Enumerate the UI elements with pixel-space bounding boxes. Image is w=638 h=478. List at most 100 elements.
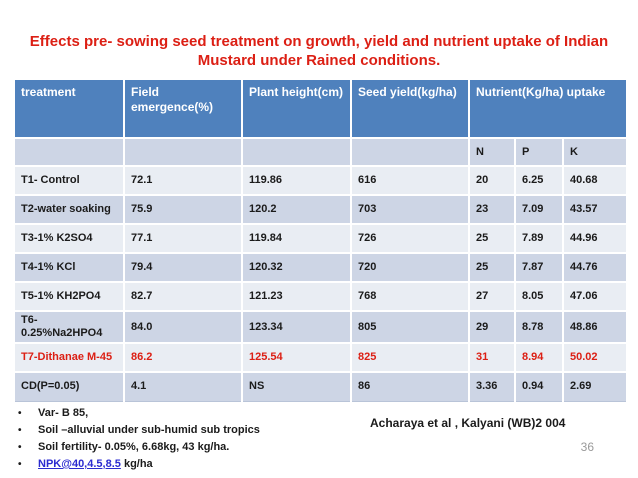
col-header-treatment: treatment <box>13 78 125 139</box>
plant-height-cell: 119.86 <box>241 165 352 196</box>
table-subheader-row: N P K <box>13 137 629 167</box>
plant-height-cell: 120.2 <box>241 194 352 225</box>
p-cell: 7.09 <box>514 194 564 225</box>
treatment-cell: T6- 0.25%Na2HPO4 <box>13 310 125 344</box>
n-cell: 25 <box>468 252 516 283</box>
footnote-text: Soil fertility- 0.05%, 6.68kg, 43 kg/ha. <box>38 441 230 453</box>
field-emergence-cell: 86.2 <box>123 342 243 373</box>
slide-title-line2: Mustard under Rained conditions. <box>197 52 441 69</box>
k-cell: 44.76 <box>561 252 629 283</box>
treatment-cell: CD(P=0.05) <box>13 371 125 402</box>
treatment-cell: T2-water soaking <box>13 194 125 225</box>
p-cell: 6.25 <box>514 165 564 196</box>
seed-yield-cell: 616 <box>350 165 470 196</box>
table-row: T4-1% KCl 79.4 120.32 720 25 7.87 44.76 <box>13 252 629 283</box>
plant-height-cell: 125.54 <box>241 342 352 373</box>
seed-yield-cell: 86 <box>350 371 470 402</box>
field-emergence-cell: 82.7 <box>123 281 243 312</box>
bullet-icon: • <box>18 408 22 419</box>
seed-yield-cell: 726 <box>350 223 470 254</box>
field-emergence-cell: 75.9 <box>123 194 243 225</box>
k-cell: 44.96 <box>561 223 629 254</box>
footnote-link-suffix: kg/ha <box>120 458 153 470</box>
treatment-table: treatment Field emergence(%) Plant heigh… <box>13 78 629 402</box>
n-cell: 3.36 <box>468 371 516 402</box>
col-header-seed-yield: Seed yield(kg/ha) <box>350 78 470 139</box>
treatment-cell: T3-1% K2SO4 <box>13 223 125 254</box>
seed-yield-cell: 720 <box>350 252 470 283</box>
treatment-cell: T4-1% KCl <box>13 252 125 283</box>
subheader-empty-cell <box>350 137 470 167</box>
plant-height-cell: 121.23 <box>241 281 352 312</box>
col-header-field-emergence: Field emergence(%) <box>123 78 243 139</box>
subheader-k: K <box>561 137 629 167</box>
plant-height-cell: 119.84 <box>241 223 352 254</box>
bullet-icon: • <box>18 442 22 453</box>
table-row: T2-water soaking 75.9 120.2 703 23 7.09 43.57 <box>13 194 629 225</box>
seed-yield-cell: 703 <box>350 194 470 225</box>
n-cell: 25 <box>468 223 516 254</box>
footnote-text: NPK@40,4.5,8.5 kg/ha <box>38 458 153 471</box>
footnote-item: • Soil fertility- 0.05%, 6.68kg, 43 kg/h… <box>8 441 358 454</box>
bullet-icon: • <box>18 425 22 436</box>
n-cell: 23 <box>468 194 516 225</box>
plant-height-cell: 123.34 <box>241 310 352 344</box>
k-cell: 40.68 <box>561 165 629 196</box>
field-emergence-cell: 4.1 <box>123 371 243 402</box>
subheader-empty-cell <box>241 137 352 167</box>
npk-link[interactable]: NPK@40,4.5,8.5 <box>38 458 121 470</box>
table-row: T7-Dithanae M-45 86.2 125.54 825 31 8.94 50.02 <box>13 342 629 373</box>
table-row: T1- Control 72.1 119.86 616 20 6.25 40.68 <box>13 165 629 196</box>
footnote-text: Soil –alluvial under sub-humid sub tropi… <box>38 424 260 436</box>
bullet-icon: • <box>18 459 22 470</box>
n-cell: 27 <box>468 281 516 312</box>
table-row: T5-1% KH2PO4 82.7 121.23 768 27 8.05 47.06 <box>13 281 629 312</box>
field-emergence-cell: 84.0 <box>123 310 243 344</box>
plant-height-cell: 120.32 <box>241 252 352 283</box>
footnote-item: • NPK@40,4.5,8.5 kg/ha <box>8 458 358 471</box>
p-cell: 7.89 <box>514 223 564 254</box>
p-cell: 8.94 <box>514 342 564 373</box>
page-number: 36 <box>580 440 594 454</box>
seed-yield-cell: 825 <box>350 342 470 373</box>
footnotes: • Var- B 85, • Soil –alluvial under sub-… <box>8 407 358 475</box>
p-cell: 8.78 <box>514 310 564 344</box>
footnote-item: • Var- B 85, <box>8 407 358 420</box>
k-cell: 50.02 <box>561 342 629 373</box>
treatment-cell: T1- Control <box>13 165 125 196</box>
slide-title: Effects pre- sowing seed treatment on gr… <box>0 32 638 70</box>
p-cell: 7.87 <box>514 252 564 283</box>
attribution: Acharaya et al , Kalyani (WB)2 004 <box>370 416 566 430</box>
field-emergence-cell: 79.4 <box>123 252 243 283</box>
seed-yield-cell: 768 <box>350 281 470 312</box>
table-row: T3-1% K2SO4 77.1 119.84 726 25 7.89 44.96 <box>13 223 629 254</box>
footnote-text: Var- B 85, <box>38 407 89 419</box>
treatment-cell: T5-1% KH2PO4 <box>13 281 125 312</box>
plant-height-cell: NS <box>241 371 352 402</box>
n-cell: 29 <box>468 310 516 344</box>
treatment-cell: T7-Dithanae M-45 <box>13 342 125 373</box>
k-cell: 48.86 <box>561 310 629 344</box>
field-emergence-cell: 77.1 <box>123 223 243 254</box>
n-cell: 31 <box>468 342 516 373</box>
k-cell: 47.06 <box>561 281 629 312</box>
n-cell: 20 <box>468 165 516 196</box>
table-row: CD(P=0.05) 4.1 NS 86 3.36 0.94 2.69 <box>13 371 629 402</box>
k-cell: 43.57 <box>561 194 629 225</box>
p-cell: 8.05 <box>514 281 564 312</box>
col-header-nutrient-uptake: Nutrient(Kg/ha) uptake <box>467 78 629 139</box>
k-cell: 2.69 <box>561 371 629 402</box>
col-header-plant-height: Plant height(cm) <box>241 78 352 139</box>
footnote-item: • Soil –alluvial under sub-humid sub tro… <box>8 424 358 437</box>
table-header-row: treatment Field emergence(%) Plant heigh… <box>13 78 629 139</box>
p-cell: 0.94 <box>514 371 564 402</box>
subheader-n: N <box>468 137 516 167</box>
seed-yield-cell: 805 <box>350 310 470 344</box>
subheader-empty-cell <box>123 137 243 167</box>
subheader-empty-cell <box>13 137 125 167</box>
table-row: T6- 0.25%Na2HPO4 84.0 123.34 805 29 8.78 48.86 <box>13 310 629 344</box>
field-emergence-cell: 72.1 <box>123 165 243 196</box>
subheader-p: P <box>514 137 564 167</box>
slide-title-line1: Effects pre- sowing seed treatment on gr… <box>29 33 609 50</box>
